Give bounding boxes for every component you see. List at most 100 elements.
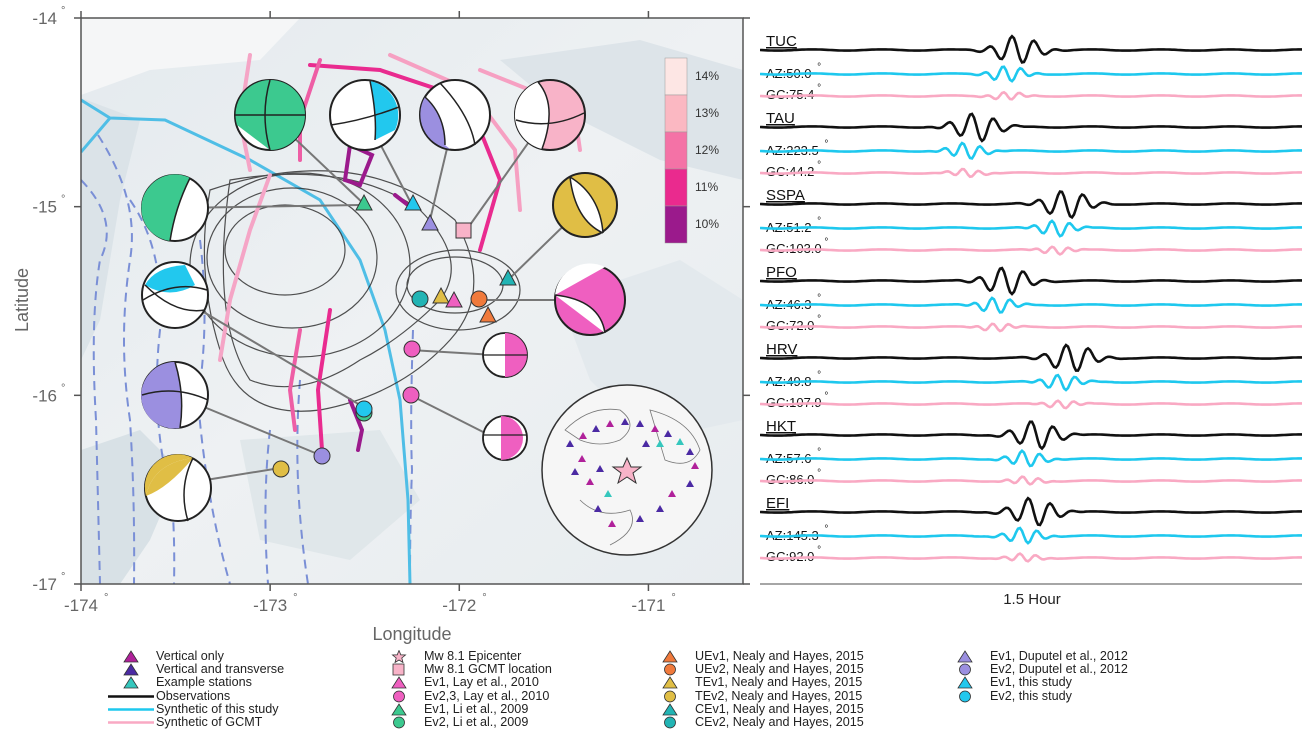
synthetic-study-trace (759, 526, 1302, 545)
colorbar-swatch (664, 131, 688, 170)
square-icon (374, 663, 424, 676)
legend-label: Vertical and transverse (156, 662, 285, 677)
legend-label: TEv1, Nealy and Hayes, 2015 (695, 675, 863, 690)
marker-gcmt-location (455, 222, 472, 239)
legend-column-2: Mw 8.1 Epicenter Mw 8.1 GCMT location Ev1,… (374, 650, 552, 729)
beachball-gcmt (514, 79, 586, 151)
x-tick-label: -171 (631, 596, 665, 615)
map-svg: -174 ° -173 ° -172 ° -171 ° -14 ° -15 ° -16 ° -17 ° 14%… (12, 5, 750, 644)
station-distance: GC:92.0 (766, 549, 814, 564)
azimuth-degree: ° (824, 524, 828, 535)
colorbar-label: 11% (695, 180, 718, 194)
synthetic-gcmt-trace (759, 245, 1302, 256)
legend-label: Ev1, this study (990, 675, 1072, 690)
colorbar-swatch (664, 205, 688, 244)
marker-nealy-tev2 (272, 460, 290, 478)
azimuth-degree: ° (817, 62, 821, 73)
map-frame (80, 17, 744, 585)
station-name: TAU (766, 110, 795, 127)
azimuth-degree: ° (824, 139, 828, 150)
distance-degree: ° (824, 237, 828, 248)
beachball-nealy-tev2 (144, 454, 212, 522)
triangle-icon (106, 663, 156, 676)
observed-trace (759, 496, 1302, 527)
synthetic-study-trace (759, 449, 1302, 468)
legend-item: UEv2, Nealy and Hayes, 2015 (645, 663, 864, 676)
marker-duputel-ev2 (313, 447, 331, 465)
marker-this-study-ev1 (404, 193, 422, 211)
star-icon (374, 650, 424, 664)
x-tick-label: -172 (442, 596, 476, 615)
triangle-icon (940, 650, 990, 663)
y-tick-degree: ° (61, 571, 65, 583)
marker-lay-ev3 (402, 386, 420, 404)
azimuth-degree: ° (817, 370, 821, 381)
triangle-icon (374, 676, 424, 689)
legend-label: Vertical only (156, 649, 224, 664)
y-tick-degree: ° (61, 194, 65, 206)
marker-li-ev1 (355, 193, 373, 211)
legend-item: UEv1, Nealy and Hayes, 2015 (645, 650, 864, 663)
legend-item: Ev2,3, Lay et al., 2010 (374, 688, 552, 703)
observed-trace (759, 112, 1302, 143)
legend-column-4: Ev1, Duputel et al., 2012 Ev2, Duputel et… (940, 650, 1128, 703)
azimuth-degree: ° (817, 447, 821, 458)
beachball-nealy-tev (552, 172, 618, 238)
synthetic-gcmt-trace (759, 167, 1302, 179)
distance-degree: ° (817, 160, 821, 171)
legend-item: Ev2, Li et al., 2009 (374, 716, 552, 729)
triangle-icon (106, 650, 156, 663)
circle-icon (374, 690, 424, 703)
legend-item: CEv1, Nealy and Hayes, 2015 (645, 701, 864, 716)
map-axes: -174 ° -173 ° -172 ° -171 ° -14 ° -15 ° -16 ° -17 ° (32, 5, 750, 615)
station-name: HRV (766, 341, 797, 358)
y-axis-label: Latitude (12, 268, 32, 332)
legend-label: TEv2, Nealy and Hayes, 2015 (695, 688, 863, 703)
colorbar-label: 10% (695, 217, 719, 231)
synthetic-study-trace (759, 65, 1302, 83)
x-tick-label: -173 (253, 596, 287, 615)
x-tick-degree: ° (293, 592, 297, 604)
synthetic-study-trace (759, 219, 1302, 238)
distance-degree: ° (824, 391, 828, 402)
legend-label: Ev1, Duputel et al., 2012 (990, 649, 1128, 664)
event-markers (272, 193, 517, 478)
station-name: TUC (766, 33, 797, 50)
legend-label: Ev2,3, Lay et al., 2010 (424, 688, 550, 703)
observed-trace (759, 420, 1302, 451)
beachball-lay-ev2 (482, 332, 528, 378)
circle-icon (374, 716, 424, 729)
synthetic-gcmt-trace (759, 552, 1302, 563)
legend-item: Ev2, this study (940, 689, 1128, 703)
legend-item: CEv2, Nealy and Hayes, 2015 (645, 716, 864, 729)
legend-item: Ev2, Duputel et al., 2012 (940, 663, 1128, 676)
legend-label: CEv2, Nealy and Hayes, 2015 (695, 715, 864, 730)
colorbar-swatch (664, 94, 688, 133)
triangle-icon (645, 676, 695, 689)
triangle-icon (645, 703, 695, 716)
y-tick-degree: ° (61, 382, 65, 394)
legend-item: TEv2, Nealy and Hayes, 2015 (645, 688, 864, 703)
y-tick-label: -14 (32, 9, 57, 28)
colorbar-label: 13% (695, 106, 719, 120)
legend-label: CEv1, Nealy and Hayes, 2015 (695, 701, 864, 716)
x-axis-label: Longitude (372, 624, 451, 644)
legend-column-3: UEv1, Nealy and Hayes, 2015 UEv2, Nealy a… (645, 650, 864, 729)
beachball-lay-ev3 (482, 415, 528, 461)
epicenter-star-icon (611, 456, 643, 485)
legend-label: UEv2, Nealy and Hayes, 2015 (695, 662, 864, 677)
station-distance: GC:86.0 (766, 472, 814, 487)
legend-item: Synthetic of this study (106, 702, 284, 716)
line-icon (106, 716, 156, 729)
legend-item: Ev1, Li et al., 2009 (374, 702, 552, 716)
legend-item: Ev1, Lay et al., 2010 (374, 676, 552, 689)
station-distance: GC:107.9 (766, 395, 822, 410)
legend-item: Vertical and transverse (106, 663, 284, 676)
observed-trace (759, 266, 1302, 296)
